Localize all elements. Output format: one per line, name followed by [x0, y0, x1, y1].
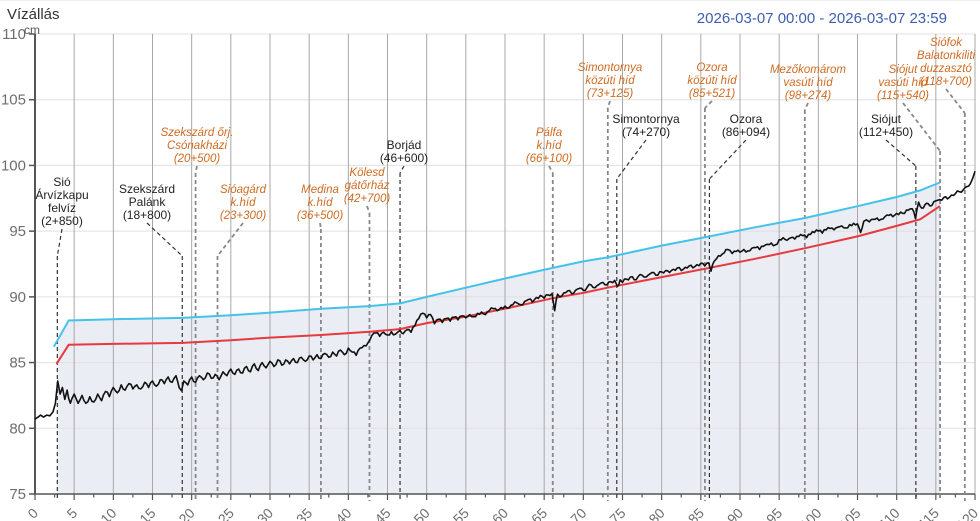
- x-tick-label: 115: [915, 505, 942, 521]
- x-tick-label: 50: [410, 505, 432, 521]
- y-tick-label: 85: [9, 355, 26, 372]
- y-tick-label: 105: [1, 92, 26, 109]
- station-label: Sióagárd k.híd (23+300): [220, 184, 267, 222]
- station-label: Ozora közúti híd (85+521): [687, 62, 737, 100]
- x-tick-label: 70: [567, 505, 589, 521]
- station-leader-line: [194, 165, 198, 174]
- station-label: Pálfa k.híd (66+100): [526, 127, 573, 165]
- x-tick-label: 90: [724, 505, 746, 521]
- station-leader-line: [885, 139, 917, 167]
- date-range-label: 2026-03-07 00:00 - 2026-03-07 23:59: [696, 10, 947, 27]
- station-label: Medina k.híd (36+500): [297, 184, 344, 222]
- x-tick-label: 35: [293, 505, 315, 521]
- station-lines: [56, 88, 966, 501]
- x-tick-label: 0: [24, 505, 41, 521]
- station-label: Siójut (112+450): [859, 112, 913, 139]
- y-tick-label: 90: [9, 289, 26, 306]
- x-tick-label: 65: [528, 505, 550, 521]
- x-tick-label: 15: [136, 505, 158, 521]
- station-leader-line: [146, 222, 183, 257]
- y-tick-label: 110: [2, 26, 26, 43]
- station-label: Szekszárd Palánk (18+800): [119, 182, 175, 222]
- station-leader-line: [606, 100, 611, 109]
- station-leader-line: [399, 165, 405, 174]
- station-leader-line: [216, 222, 244, 257]
- station-leader-line: [708, 139, 747, 180]
- station-leader-line: [366, 205, 371, 214]
- x-tick-label: 85: [685, 505, 707, 521]
- x-tick-label: 40: [332, 505, 354, 521]
- station-labels: Sió Árvízkapu felvíz (2+850) Szekszárd Palánk…: [35, 37, 975, 228]
- station-label: Ozora (86+094): [722, 112, 770, 139]
- x-tick-label: 110: [876, 505, 903, 521]
- x-tick-label: 60: [489, 505, 511, 521]
- station-label: Sió Árvízkapu felvíz (2+850): [35, 175, 88, 228]
- alert-level-line: [55, 205, 941, 365]
- x-tick-label: 100: [797, 505, 825, 521]
- station-leader-line: [803, 102, 809, 111]
- x-tick-label: 105: [836, 505, 864, 521]
- station-label: Simontornya közúti híd (73+125): [578, 62, 643, 100]
- station-leader-line: [548, 165, 554, 174]
- station-label: Borjád (46+600): [380, 138, 428, 165]
- x-tick-label: 10: [97, 505, 119, 521]
- x-tick-label: 25: [215, 505, 237, 521]
- station-leader-line: [704, 100, 713, 109]
- station-leader-line: [616, 139, 647, 180]
- station-label: Mezőkomárom vasúti híd (98+274): [770, 64, 846, 102]
- y-tick-label: 75: [9, 486, 26, 503]
- x-tick-label: 80: [645, 505, 667, 521]
- y-tick-label: 80: [9, 420, 26, 437]
- station-label: Siójut vasúti híd (115+540): [877, 64, 929, 102]
- chart-title: Vízállás: [7, 6, 60, 23]
- chart-unit-label: cm: [24, 23, 40, 37]
- x-tick-label: 55: [450, 505, 472, 521]
- x-tick-label: 120: [953, 505, 980, 521]
- station-label: Szekszárd őrj. Csónakházi (20+500): [161, 127, 234, 165]
- station-leader-line: [945, 88, 966, 114]
- x-tick-label: 95: [763, 505, 785, 521]
- station-leader-line: [319, 222, 322, 230]
- max-level-line: [52, 181, 941, 348]
- fill-area: [57, 182, 941, 494]
- station-label: Siófok Balatonkiliti duzzasztó (118+700): [917, 37, 976, 88]
- station-leader-line: [56, 228, 63, 257]
- water-level-line: [34, 171, 976, 420]
- x-tick-label: 5: [63, 505, 80, 521]
- station-leader-line: [902, 102, 941, 152]
- x-tick-label: 75: [606, 505, 628, 521]
- x-tick-label: 45: [371, 505, 393, 521]
- x-tick-label: 30: [254, 505, 276, 521]
- gridlines: [35, 33, 976, 494]
- station-label: Simontornya (74+270): [612, 112, 680, 139]
- x-tick-label: 20: [175, 505, 197, 521]
- y-tick-label: 100: [1, 157, 26, 174]
- y-tick-label: 95: [9, 223, 26, 240]
- station-label: Kölesd gátőrház (42+700): [344, 167, 391, 205]
